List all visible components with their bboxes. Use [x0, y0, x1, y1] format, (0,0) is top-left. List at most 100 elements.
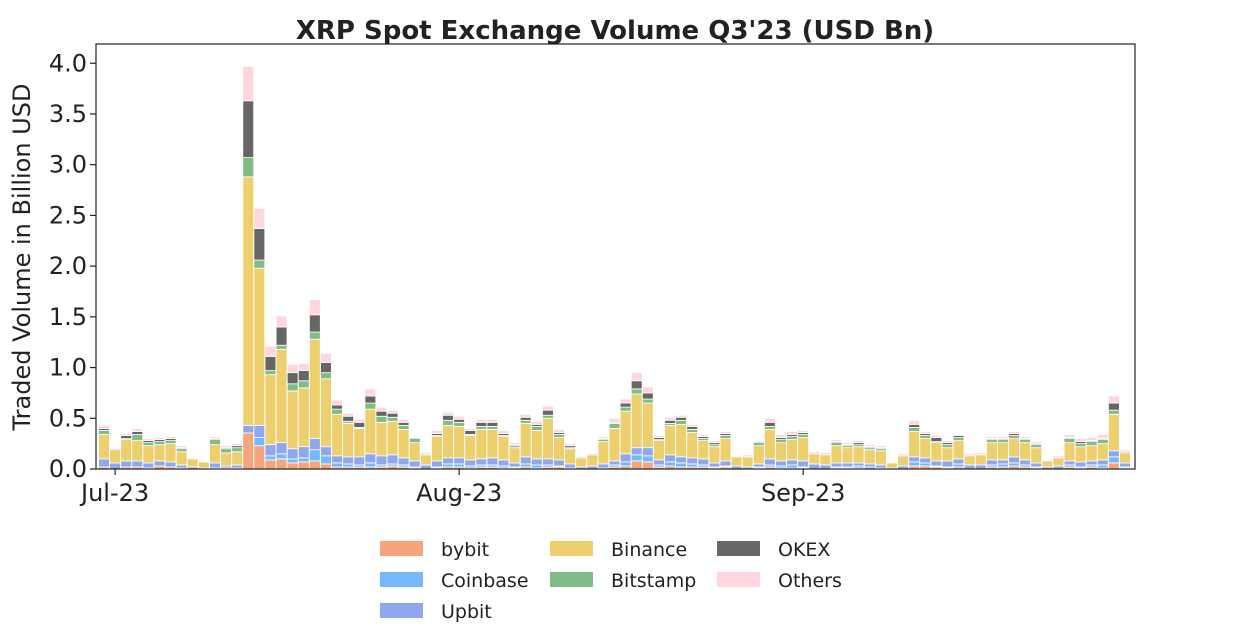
bar-upbit-2023-08-20: [664, 454, 676, 463]
bars-group: [98, 65, 1131, 470]
bar-bitstamp-2023-07-13: [242, 157, 255, 178]
bar-okex-2023-08-09: [542, 409, 554, 416]
bar-upbit-2023-08-31: [786, 459, 798, 466]
bar-others-2023-07-15: [264, 345, 277, 357]
bar-coinbase-2023-08-01: [453, 463, 465, 468]
bar-binance-2023-08-06: [508, 447, 521, 464]
bar-binance-2023-09-03: [819, 454, 832, 466]
bar-bitstamp-2023-09-25: [1063, 438, 1076, 444]
bar-bitstamp-2023-08-04: [486, 425, 499, 430]
bar-others-2023-09-11: [908, 419, 920, 425]
x-tick-label: Jul-23: [79, 479, 149, 507]
bar-bitstamp-2023-09-21: [1019, 439, 1031, 444]
y-tick-label: 0.5: [49, 404, 87, 432]
legend-swatch-bybit: [380, 541, 423, 556]
bar-upbit-2023-09-28: [1096, 459, 1109, 466]
bar-binance-2023-07-30: [431, 436, 443, 462]
bar-others-2023-08-31: [786, 431, 798, 435]
bar-others-2023-08-25: [719, 431, 732, 434]
bar-others-2023-09-30: [1119, 449, 1131, 453]
bar-binance-2023-09-18: [985, 442, 998, 461]
bar-okex-2023-08-20: [664, 419, 676, 424]
bar-bybit-2023-07-18: [297, 461, 310, 470]
legend-label-okex: OKEX: [778, 539, 830, 561]
bar-binance-2023-09-27: [1085, 445, 1098, 462]
bar-binance-2023-08-02: [464, 435, 477, 461]
bar-upbit-2023-09-01: [797, 460, 810, 468]
bar-bitstamp-2023-09-18: [985, 439, 998, 444]
legend-label-bitstamp: Bitstamp: [611, 570, 696, 592]
bar-okex-2023-07-18: [297, 370, 310, 382]
bar-okex-2023-08-04: [486, 421, 499, 427]
bar-upbit-2023-08-25: [719, 460, 732, 467]
bar-others-2023-09-24: [1052, 455, 1065, 459]
bar-upbit-2023-07-20: [320, 446, 332, 457]
y-tick-label: 3.5: [49, 100, 87, 128]
bar-okex-2023-08-02: [464, 430, 477, 435]
bar-binance-2023-08-21: [675, 423, 687, 458]
bar-others-2023-08-26: [730, 455, 743, 458]
bar-okex-2023-07-03: [131, 431, 144, 435]
bar-binance-2023-08-07: [519, 422, 532, 458]
bar-others-2023-08-01: [453, 415, 465, 420]
bar-okex-2023-07-22: [342, 415, 354, 422]
bar-others-2023-08-08: [530, 420, 543, 425]
bar-binance-2023-07-02: [120, 439, 133, 462]
bar-upbit-2023-09-03: [819, 464, 832, 470]
bar-bitstamp-2023-08-25: [719, 435, 732, 439]
bar-okex-2023-08-22: [686, 425, 699, 430]
bar-coinbase-2023-08-31: [786, 464, 798, 469]
bar-upbit-2023-07-07: [175, 464, 188, 469]
bar-others-2023-08-24: [708, 440, 721, 444]
bar-okex-2023-07-16: [275, 326, 288, 346]
x-tick-label: Sep-23: [761, 479, 845, 507]
bar-bitstamp-2023-08-03: [475, 425, 488, 430]
bar-upbit-2023-08-29: [764, 458, 776, 466]
bar-upbit-2023-09-16: [963, 464, 976, 470]
bar-bybit-2023-07-17: [286, 462, 299, 470]
bar-bitstamp-2023-08-22: [686, 429, 699, 433]
bar-bitstamp-2023-07-03: [131, 434, 144, 441]
bar-okex-2023-07-24: [364, 395, 377, 404]
bar-others-2023-07-28: [408, 436, 421, 438]
bar-upbit-2023-08-18: [641, 447, 654, 457]
bar-upbit-2023-08-07: [519, 456, 532, 465]
bar-others-2023-07-23: [353, 418, 366, 423]
bar-upbit-2023-07-06: [164, 461, 177, 468]
bar-upbit-2023-08-11: [564, 463, 576, 469]
bar-binance-2023-09-12: [919, 438, 932, 459]
bar-binance-2023-08-11: [564, 448, 576, 465]
bar-upbit-2023-07-14: [253, 424, 266, 438]
y-axis: 0.0 0.5 1.0 1.5 2.0 2.5 3.0 3.5 4.0: [49, 49, 96, 483]
bar-bybit-2023-07-19: [309, 460, 321, 470]
bar-coinbase-2023-07-21: [331, 462, 343, 468]
bar-upbit-2023-09-19: [997, 459, 1009, 465]
bar-coinbase-2023-07-16: [275, 453, 288, 460]
bar-binance-2023-07-27: [397, 429, 410, 459]
bar-upbit-2023-08-24: [708, 462, 721, 468]
bar-upbit-2023-08-28: [752, 463, 765, 468]
bar-others-2023-08-22: [686, 423, 699, 427]
bar-bybit-2023-08-18: [641, 461, 654, 470]
bar-upbit-2023-09-21: [1019, 459, 1031, 466]
bar-okex-2023-08-03: [475, 421, 488, 427]
bar-upbit-2023-08-17: [630, 447, 643, 456]
bar-others-2023-07-25: [375, 406, 388, 412]
bar-bitstamp-2023-07-25: [375, 415, 388, 423]
bar-bitstamp-2023-09-19: [997, 439, 1009, 444]
bar-binance-2023-07-23: [353, 428, 366, 458]
bar-others-2023-08-19: [653, 435, 665, 438]
bar-others-2023-09-07: [863, 444, 876, 448]
bar-others-2023-07-30: [431, 430, 443, 434]
bar-others-2023-09-12: [919, 431, 932, 434]
bar-binance-2023-09-11: [908, 431, 920, 458]
bar-others-2023-08-04: [486, 418, 499, 423]
bar-upbit-2023-09-07: [863, 463, 876, 468]
bar-others-2023-08-28: [752, 440, 765, 443]
legend: bybit Coinbase Upbit Binance Bitstamp OKEX Oth…: [380, 539, 842, 623]
bar-others-2023-08-05: [497, 430, 510, 434]
bar-upbit-2023-07-10: [209, 462, 221, 469]
bar-coinbase-2023-07-24: [364, 462, 377, 468]
bar-bitstamp-2023-07-20: [320, 372, 332, 380]
bar-binance-2023-09-20: [1008, 438, 1020, 458]
